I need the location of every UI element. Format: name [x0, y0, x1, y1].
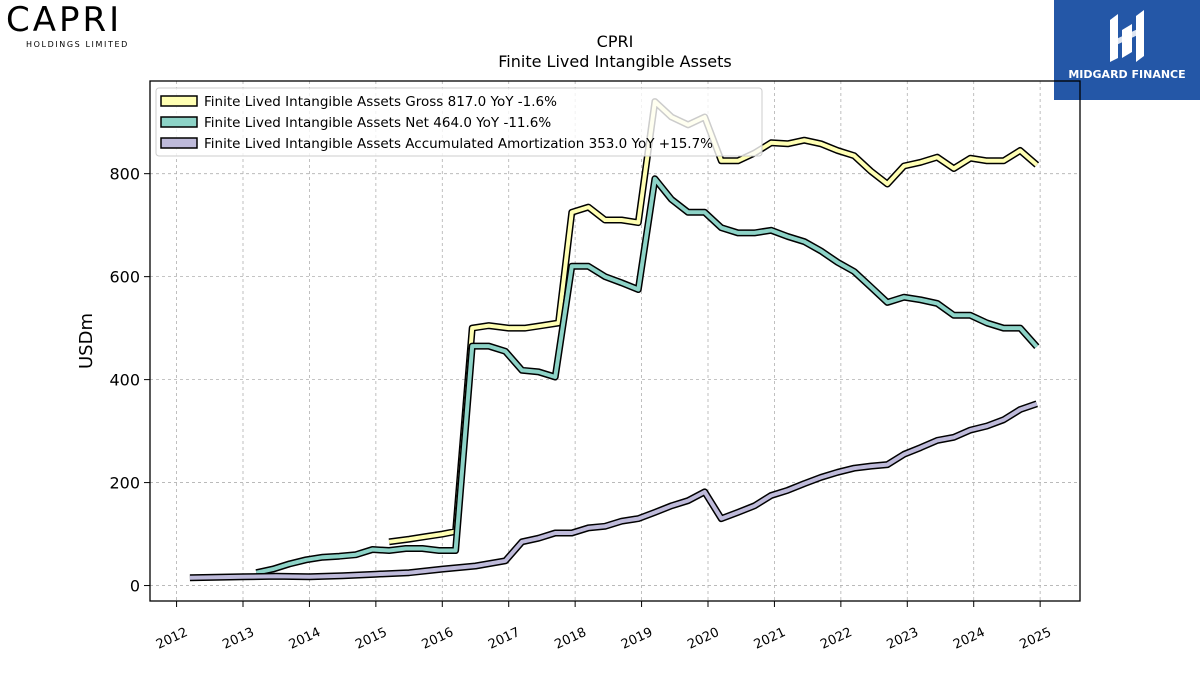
- y-tick-label: 800: [109, 165, 140, 184]
- legend-box: [155, 87, 763, 157]
- capri-logo-wordmark: CAPRI: [6, 0, 123, 40]
- legend-label-0: Finite Lived Intangible Assets Gross 817…: [204, 94, 557, 110]
- series-line-2: [189, 401, 1038, 580]
- x-tick-label: 2014: [287, 625, 323, 653]
- x-tick-label: 2025: [1018, 625, 1054, 653]
- series-line-0: [388, 99, 1039, 544]
- y-tick-label: 400: [109, 371, 140, 390]
- midgard-finance-label: MIDGARD FINANCE: [1068, 68, 1186, 81]
- legend-label-1: Finite Lived Intangible Assets Net 464.0…: [204, 115, 551, 131]
- y-axis-label: USDm: [76, 313, 97, 369]
- x-tick-label: 2018: [553, 625, 589, 653]
- x-tick-label: 2023: [885, 625, 921, 653]
- chart-subtitle: Finite Lived Intangible Assets: [498, 52, 731, 71]
- x-tick-label: 2017: [486, 625, 522, 653]
- series-outline-0: [388, 98, 1040, 546]
- x-tick-label: 2013: [220, 625, 256, 653]
- capri-holdings-logo: CAPRI HOLDINGS LIMITED: [6, 0, 156, 56]
- midgard-finance-logo: MIDGARD FINANCE: [1054, 0, 1200, 100]
- midgard-emblem-icon: [1110, 10, 1144, 62]
- series-line-1: [255, 176, 1039, 575]
- y-tick-label: 600: [109, 268, 140, 287]
- y-tick-label: 200: [109, 474, 140, 493]
- legend: Finite Lived Intangible Assets Gross 817…: [155, 87, 763, 157]
- x-tick-label: 2022: [818, 625, 854, 653]
- series-outline-2: [189, 400, 1038, 582]
- legend-label-2: Finite Lived Intangible Assets Accumulat…: [204, 136, 713, 152]
- capri-logo-subtitle: HOLDINGS LIMITED: [26, 40, 129, 49]
- x-tick-label: 2020: [685, 625, 721, 653]
- x-tick-label: 2012: [154, 625, 190, 653]
- x-tick-label: 2015: [353, 625, 389, 653]
- x-tick-label: 2024: [951, 625, 987, 653]
- legend-swatch-1: [160, 116, 198, 128]
- grid-lines: [150, 81, 1080, 601]
- plot-frame: [149, 80, 1081, 602]
- x-tick-label: 2016: [420, 625, 456, 653]
- y-tick-label: 0: [130, 577, 140, 596]
- chart-title: CPRI: [597, 32, 634, 51]
- x-tick-label: 2019: [619, 625, 655, 653]
- x-tick-label: 2021: [752, 625, 788, 653]
- series-lines: [189, 98, 1040, 582]
- legend-swatch-0: [160, 95, 198, 107]
- legend-swatch-2: [160, 137, 198, 149]
